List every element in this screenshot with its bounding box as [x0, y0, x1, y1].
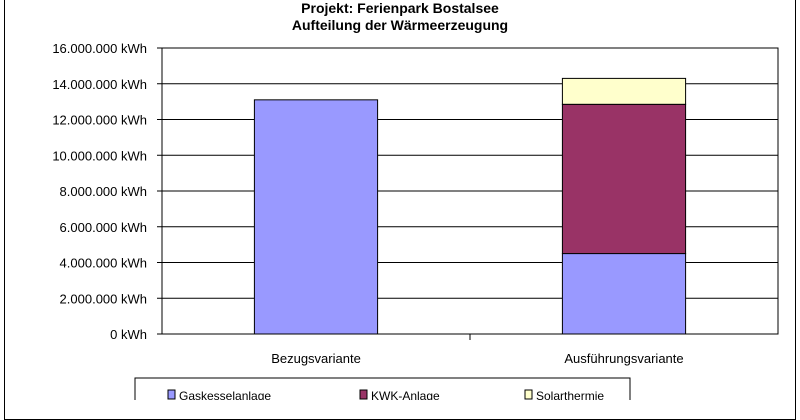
x-category-label: Bezugsvariante	[271, 351, 361, 366]
legend-swatch	[524, 389, 533, 400]
chart-title: Projekt: Ferienpark Bostalsee	[301, 0, 499, 16]
y-tick-label: 2.000.000 kWh	[60, 291, 147, 306]
y-tick-label: 0 kWh	[110, 327, 147, 342]
bar-gaskesselanlage	[253, 99, 379, 335]
legend-swatch	[359, 389, 368, 400]
y-tick-label: 8.000.000 kWh	[60, 184, 147, 199]
x-category-label: Ausführungsvariante	[564, 351, 683, 366]
stacked-bar-chart: Projekt: Ferienpark Bostalsee Aufteilung…	[52, 0, 779, 400]
bar-kwk-anlage	[561, 103, 687, 255]
y-tick-label: 4.000.000 kWh	[60, 256, 147, 271]
y-tick-label: 16.000.000 kWh	[52, 41, 147, 56]
legend-box	[134, 377, 631, 400]
y-tick-label: 12.000.000 kWh	[52, 113, 147, 128]
legend-label: Solarthermie	[536, 389, 604, 400]
y-tick-label: 6.000.000 kWh	[60, 220, 147, 235]
y-tick-label: 14.000.000 kWh	[52, 77, 147, 92]
bar-gaskesselanlage	[561, 253, 687, 335]
chart-subtitle: Aufteilung der Wärmeerzeugung	[292, 17, 508, 33]
y-tick-label: 10.000.000 kWh	[52, 148, 147, 163]
legend-label: KWK-Anlage	[371, 389, 440, 400]
bar-solarthermie	[561, 77, 687, 105]
legend-swatch	[167, 389, 176, 400]
legend-label: Gaskesselanlage	[179, 389, 271, 400]
